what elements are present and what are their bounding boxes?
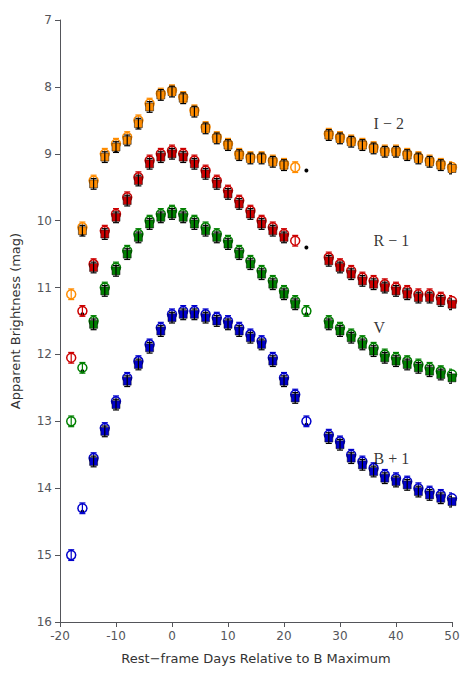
svg-text:B + 1: B + 1 <box>374 450 410 467</box>
svg-text:40: 40 <box>388 629 403 643</box>
svg-text:50: 50 <box>444 629 459 643</box>
svg-text:16: 16 <box>37 615 52 629</box>
svg-text:10: 10 <box>37 214 52 228</box>
svg-text:7: 7 <box>44 13 52 27</box>
svg-text:-10: -10 <box>106 629 126 643</box>
svg-text:30: 30 <box>332 629 347 643</box>
svg-text:0: 0 <box>168 629 176 643</box>
svg-text:Rest−frame Days Relative to B: Rest−frame Days Relative to B Maximum <box>121 651 390 666</box>
svg-text:R − 1: R − 1 <box>374 232 410 249</box>
svg-text:12: 12 <box>37 347 52 361</box>
svg-text:13: 13 <box>37 414 52 428</box>
svg-text:-20: -20 <box>50 629 70 643</box>
svg-text:10: 10 <box>220 629 235 643</box>
svg-text:Apparent Brightness (mag): Apparent Brightness (mag) <box>8 233 23 409</box>
svg-text:V: V <box>374 319 386 336</box>
svg-text:I − 2: I − 2 <box>374 115 404 132</box>
svg-text:8: 8 <box>44 80 52 94</box>
svg-text:11: 11 <box>37 281 52 295</box>
svg-text:20: 20 <box>276 629 291 643</box>
svg-text:9: 9 <box>44 147 52 161</box>
svg-text:14: 14 <box>37 481 52 495</box>
svg-text:15: 15 <box>37 548 52 562</box>
